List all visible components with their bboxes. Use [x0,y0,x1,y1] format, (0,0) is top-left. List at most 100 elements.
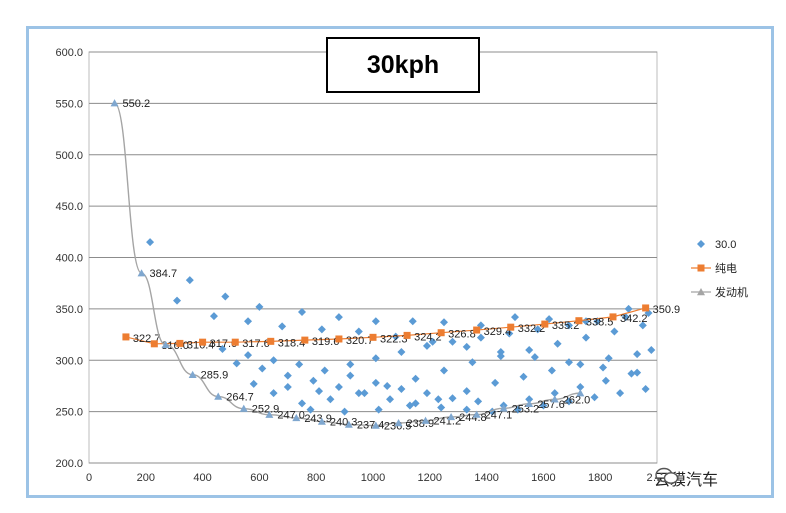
x-tick-label: 1600 [531,472,555,484]
point-electric [267,337,275,345]
x-tick-label: 200 [137,472,155,484]
data-label-electric: 317.6 [210,338,238,350]
data-label-electric: 338.5 [586,317,614,329]
chart-frame [26,26,774,498]
point-electric [507,323,515,331]
scatter-point-30 [539,401,548,410]
point-engine [421,416,430,424]
point-engine [525,399,534,408]
point-engine [499,404,508,412]
data-label-electric: 326.8 [448,329,476,341]
x-tick-label: 1000 [361,472,385,484]
point-engine [292,413,301,422]
data-label-electric: 320.7 [346,335,374,347]
point-engine [317,417,326,425]
scatter-point-30 [434,395,443,404]
data-label-engine: 384.7 [150,268,178,280]
scatter-point-30 [647,345,656,354]
point-electric [473,326,481,334]
scatter-point-30 [354,327,363,336]
y-tick-label: 600.0 [55,47,83,59]
scatter-point-30 [582,333,590,342]
scatter-point-30 [255,302,264,311]
point-engine [161,340,170,349]
legend-marker [697,264,705,272]
scatter-point-30 [616,389,625,398]
scatter-point-30 [505,329,514,338]
point-engine [394,419,403,427]
point-electric [437,329,445,337]
data-label-engine: 285.9 [201,370,229,382]
data-label-engine: 253.2 [512,403,540,415]
scatter-point-30 [422,341,431,350]
scatter-point-30 [624,304,633,313]
scatter-point-30 [553,339,562,348]
scatter-point-30 [627,369,636,378]
scatter-point-30 [440,318,448,327]
scatter-point-30 [564,358,573,367]
scatter-point-30 [269,389,278,398]
scatter-point-30 [411,374,420,383]
point-engine [214,392,223,400]
point-electric [199,338,207,346]
scatter-point-30 [468,358,477,367]
point-engine [344,420,353,428]
x-tick-label: 1400 [474,472,498,484]
scatter-point-30 [604,354,613,363]
point-engine [472,410,481,418]
scatter-point-30 [306,405,315,414]
scatter-point-30 [209,312,218,321]
scatter-point-30 [590,393,599,402]
watermark: 云貘汽车 [654,466,718,490]
scatter-point-30 [448,337,457,346]
data-label-electric: 329.4 [484,326,512,338]
point-electric [609,313,617,321]
scatter-point-30 [383,381,392,390]
point-engine [239,404,248,412]
scatter-point-30 [146,238,155,247]
scatter-point-30 [346,360,355,369]
scatter-point-30 [641,385,650,394]
scatter-point-30 [599,363,608,372]
legend-marker [697,240,705,248]
point-engine [110,99,119,107]
data-label-engine: 241.2 [434,416,462,428]
chart-title: 30kph [326,37,480,93]
scatter-point-30 [320,366,329,375]
scatter-point-30 [340,407,349,416]
scatter-point-30 [437,403,446,412]
y-tick-label: 500.0 [55,150,83,162]
data-label-engine: 247.0 [277,410,305,422]
point-electric [231,338,239,346]
y-tick-label: 200.0 [55,458,83,470]
scatter-point-30 [525,345,534,354]
scatter-point-30 [633,368,642,377]
scatter-point-30 [621,313,630,322]
point-electric [575,317,583,325]
scatter-point-30 [244,351,253,360]
scatter-point-30 [576,360,585,369]
y-tick-label: 250.0 [55,407,83,419]
scatter-point-30 [334,313,343,322]
scatter-point-30 [298,307,306,316]
scatter-point-30 [173,296,182,305]
point-engine [550,395,559,403]
point-electric [403,331,411,339]
data-label-engine: 550.2 [123,98,151,110]
x-tick-label: 1800 [588,472,612,484]
data-label-electric: 319.6 [312,336,340,348]
point-electric [335,335,343,343]
wechat-icon [655,467,679,484]
scatter-point-30 [371,354,380,363]
point-electric [301,336,309,344]
scatter-point-30 [317,325,326,334]
series-line-engine [113,102,581,427]
scatter-point-30 [283,382,292,391]
data-label-engine: 236.5 [384,420,412,432]
legend-label: 纯电 [715,262,737,275]
scatter-point-30 [185,276,194,285]
y-tick-label: 450.0 [55,201,83,213]
scatter-point-30 [462,405,471,414]
data-label-engine: 237.4 [357,420,385,432]
scatter-point-30 [334,382,343,391]
